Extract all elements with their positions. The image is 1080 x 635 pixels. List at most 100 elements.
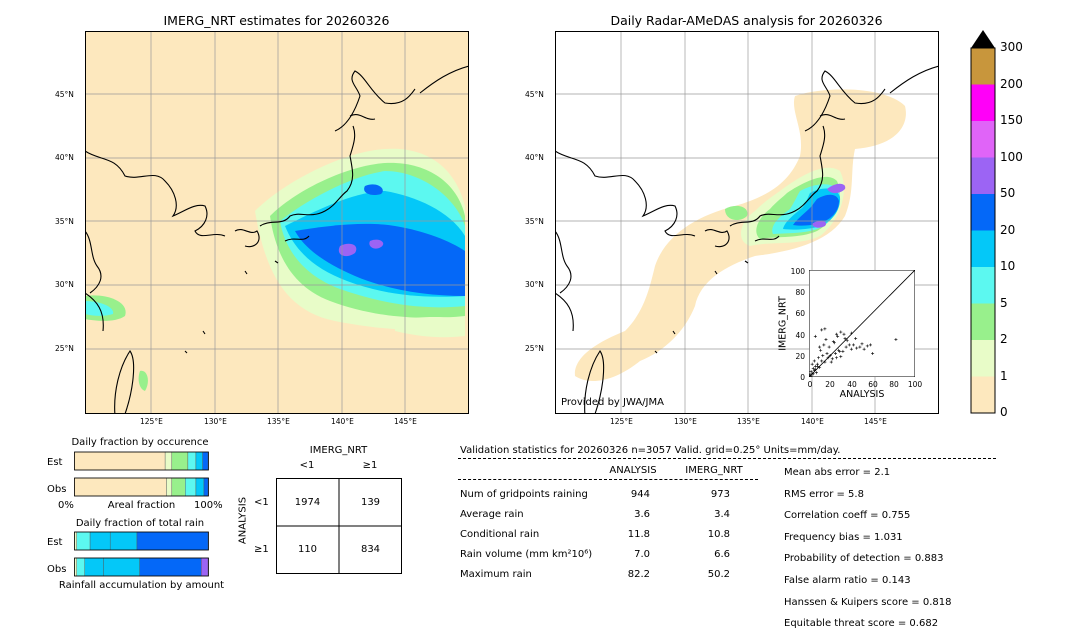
scatter-point [819,348,823,352]
validation-row-analysis: 82.2 [627,569,650,580]
scatter-point [826,356,830,360]
scatter-point [849,347,853,351]
validation-row-analysis: 944 [630,489,650,500]
occ-bar-segment [74,477,167,497]
colorbar [970,30,996,414]
validation-row-label: Maximum rain [460,569,532,580]
left-lat-tick: 40°N [55,153,74,162]
score-correlation: Correlation coeff = 0.755 [784,510,911,522]
scatter-point [809,374,813,377]
scatter-point [858,345,862,349]
scatter-point [854,336,858,340]
scatter-point [847,343,851,347]
colorbar-tick-label: 200 [1000,76,1023,91]
colorbar-tick-label: 5 [1000,295,1008,310]
scatter-diagonal [809,270,915,377]
colorbar-tick-label: 2 [1000,332,1008,346]
scatter-point [845,339,849,343]
tot-bar-segment [89,531,111,551]
occ-bar-segment [195,451,203,471]
colorbar-bin [971,340,995,377]
scatter-point [842,332,846,336]
scatter-point [865,344,869,348]
left-lon-tick: 140°E [331,417,354,426]
right-lat-tick: 25°N [525,344,544,353]
scatter-point [822,343,826,347]
validation-row-label: Num of gridpoints raining [460,489,588,500]
colorbar-tick-label: 20 [1000,222,1016,237]
colorbar-extend-arrow [971,30,995,48]
scatter-point [831,340,835,344]
validation-row-imerg: 3.4 [714,509,730,520]
validation-row-imerg: 973 [710,489,730,500]
validation-row-label: Conditional rain [460,529,540,540]
right-lon-tick: 145°E [864,417,887,426]
colorbar-bin [971,376,995,413]
scatter-ylabel: IMERG_NRT [777,296,789,351]
scatter-y-tick: 20 [795,352,805,361]
scatter-point [849,331,853,335]
scatter-x-tick: 80 [889,380,899,389]
score-hk: Hanssen & Kuipers score = 0.818 [784,596,952,608]
scatter-point [828,354,832,358]
left-rain-field [85,148,465,391]
colorbar-bin [971,48,995,85]
scatter-point [825,351,829,355]
colorbar-tick-label: 300 [1000,40,1023,54]
total-rain-bars [74,531,209,577]
scatter-point [823,360,827,364]
right-lat-tick: 45°N [525,90,544,99]
scatter-point [855,346,859,350]
validation-row-label: Rain volume (mm km²10⁶) [460,549,593,560]
left-lat-tick: 45°N [55,90,74,99]
colorbar-tick-label: 150 [1000,113,1023,127]
scatter-point [824,338,828,342]
tot-bar-outline [74,531,209,551]
scatter-x-tick: 0 [807,380,813,389]
total-rain-obs-label: Obs [47,564,67,575]
left-coastline [85,65,469,414]
validation-row-analysis: 11.8 [627,529,650,540]
contingency-row-label: <1 [254,497,269,508]
validation-header: Validation statistics for 20260326 n=305… [460,445,841,456]
total-rain-est-label: Est [47,537,63,548]
occurrence-obs-label: Obs [47,484,67,495]
tot-bar-outline [74,557,209,577]
scatter-x-tick: 100 [907,380,923,389]
left-map-title: IMERG_NRT estimates for 20260326 [163,13,390,28]
scatter-x-tick: 20 [825,380,835,389]
occ-bar-segment [166,477,173,497]
occ-bar-segment [187,451,197,471]
scatter-point [843,336,847,340]
scatter-point [810,362,814,366]
contingency-col-label: ≥1 [362,460,378,471]
scatter-point [820,328,824,332]
left-lon-tick: 130°E [204,417,227,426]
contingency-cell: 834 [360,544,381,555]
score-pod: Probability of detection = 0.883 [784,553,944,565]
scatter-point [871,351,875,355]
colorbar-bin [971,230,995,267]
scatter-point [860,342,864,346]
scatter-point [839,355,843,359]
scatter-point [821,354,825,358]
validation-divider [458,458,996,459]
scatter-point [811,366,815,370]
scatter-point [894,338,898,342]
scatter-point [811,372,815,376]
tot-bar-segment [76,557,85,577]
contingency-cell: 139 [360,497,381,508]
scatter-y-tick: 40 [795,331,805,340]
scatter-point [813,368,817,372]
occ-bar-segment [171,477,186,497]
right-lat-tick: 40°N [525,153,544,162]
occ-bar-segment [185,477,197,497]
contingency-col-label: <1 [299,460,315,471]
scatter-point [835,332,839,336]
colorbar-bin [971,157,995,194]
scatter-y-tick: 60 [795,309,805,318]
right-lon-tick: 135°E [737,417,760,426]
right-map-title: Daily Radar-AMeDAS analysis for 20260326 [610,13,883,28]
validation-row-analysis: 7.0 [634,549,650,560]
occ-bar-segment [164,451,173,471]
